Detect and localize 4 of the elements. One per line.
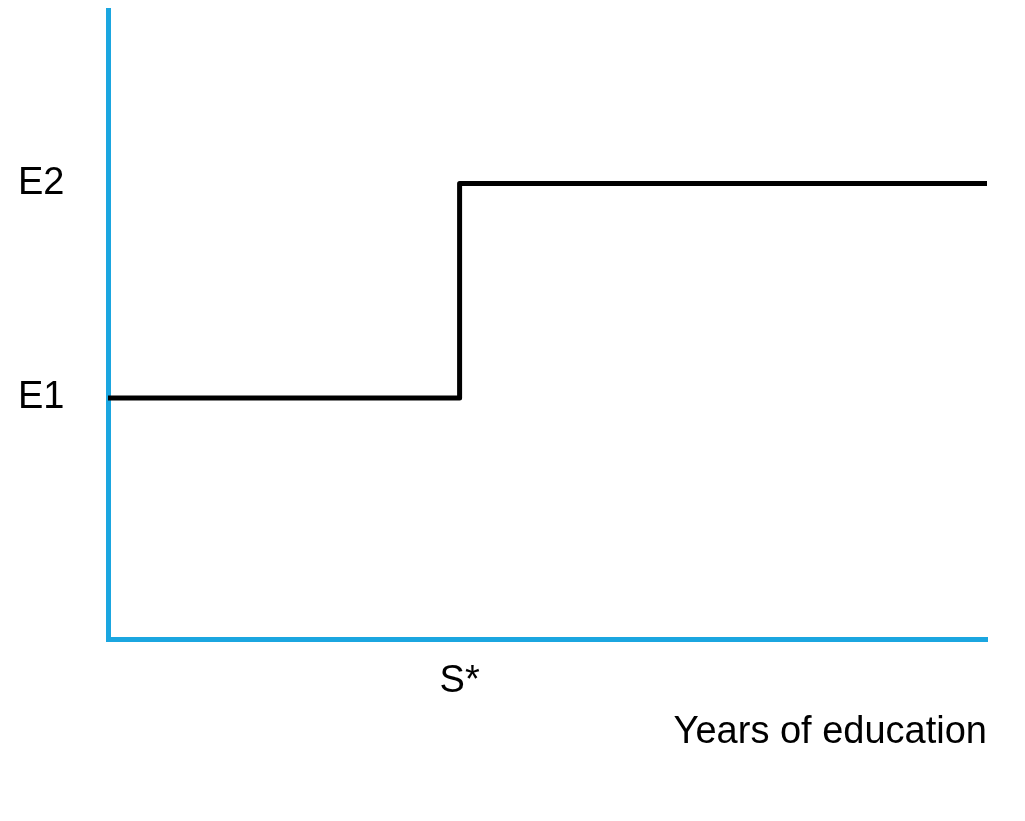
x-axis-title: Years of education	[673, 708, 987, 751]
text: E2	[18, 159, 65, 202]
text: E1	[18, 374, 65, 417]
text: S*	[439, 658, 480, 701]
